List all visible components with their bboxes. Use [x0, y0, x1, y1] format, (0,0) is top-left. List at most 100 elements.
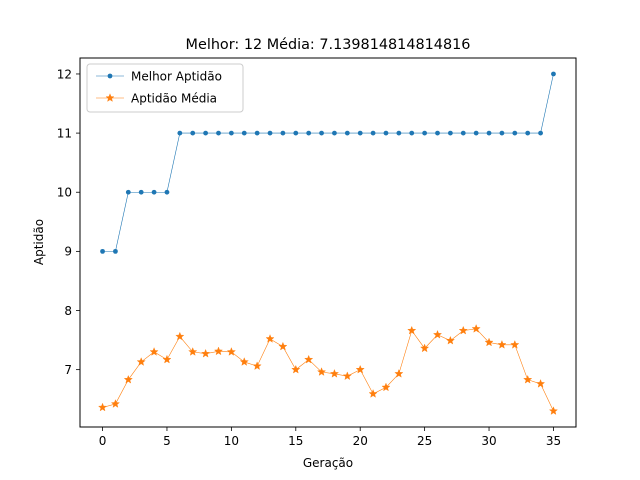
data-point [203, 130, 209, 136]
data-point [458, 325, 468, 335]
data-point [201, 348, 211, 358]
series-2 [98, 324, 558, 415]
x-tick-label: 25 [417, 434, 432, 448]
legend-label: Melhor Aptidão [131, 69, 222, 83]
data-point [409, 130, 415, 136]
data-point [396, 130, 402, 136]
data-point [138, 189, 144, 195]
legend-item: Aptidão Média [96, 91, 217, 105]
data-point [304, 354, 314, 364]
data-point [329, 369, 339, 378]
data-point [420, 343, 430, 353]
data-point [357, 130, 363, 136]
data-point [317, 367, 327, 376]
data-point [228, 130, 234, 136]
data-point [162, 354, 172, 364]
x-tick-label: 0 [99, 434, 107, 448]
data-point [499, 130, 505, 136]
data-point [342, 371, 352, 380]
data-point [319, 130, 324, 136]
data-point [177, 130, 183, 136]
data-point [175, 331, 185, 341]
data-point [497, 340, 507, 349]
y-axis-label: Aptidão [32, 219, 46, 265]
y-tick-label: 12 [57, 67, 72, 81]
data-point [241, 130, 247, 136]
x-tick-label: 30 [481, 434, 496, 448]
data-point [306, 130, 312, 136]
data-point [523, 374, 533, 384]
data-point [98, 402, 108, 412]
x-tick-label: 15 [288, 434, 303, 448]
y-tick-label: 11 [57, 126, 72, 140]
data-point [188, 347, 198, 356]
data-point [484, 337, 494, 347]
legend-swatch-marker [107, 73, 113, 79]
x-tick-label: 20 [353, 434, 368, 448]
data-point [381, 382, 391, 392]
data-point [226, 347, 236, 356]
x-axis-ticks: 0 5 10 15 20 25 30 35 [99, 427, 561, 448]
data-point [471, 324, 481, 333]
data-point [435, 130, 440, 136]
data-point [265, 334, 275, 343]
data-point [252, 361, 262, 370]
data-point [445, 335, 455, 345]
data-point [278, 341, 288, 351]
data-point [164, 189, 170, 195]
data-point [344, 130, 350, 136]
data-point [332, 130, 337, 136]
legend-label: Aptidão Média [131, 91, 217, 105]
data-point [123, 374, 133, 384]
data-point [293, 130, 299, 136]
data-point [190, 130, 196, 136]
data-point [473, 130, 479, 136]
data-point [113, 248, 118, 254]
x-tick-label: 35 [546, 434, 561, 448]
chart-title: Melhor: 12 Média: 7.139814814814816 [186, 37, 471, 53]
legend-swatch-marker [105, 93, 115, 102]
data-point [447, 130, 453, 136]
data-point [422, 130, 428, 136]
plot-area [98, 71, 558, 415]
legend-box [86, 63, 244, 113]
data-point [368, 389, 378, 398]
y-tick-label: 10 [57, 186, 72, 200]
data-point [512, 130, 518, 136]
y-tick-label: 9 [64, 245, 72, 259]
data-point [394, 369, 404, 378]
data-point [460, 130, 466, 136]
y-axis-ticks: 7 8 9 10 11 12 [57, 67, 80, 377]
data-point [538, 130, 543, 136]
data-point [291, 364, 301, 374]
series-1 [100, 71, 556, 254]
data-point [216, 130, 221, 136]
data-point [510, 340, 520, 349]
data-point [383, 130, 389, 136]
data-point [110, 399, 120, 408]
y-tick-label: 7 [64, 363, 72, 377]
data-point [100, 248, 105, 254]
data-point [267, 130, 273, 136]
data-point [136, 357, 146, 366]
data-point [407, 325, 417, 335]
data-point [536, 379, 546, 388]
x-tick-label: 5 [163, 434, 171, 448]
data-point [125, 189, 131, 195]
data-point [551, 71, 556, 77]
legend-item: Melhor Aptidão [96, 69, 222, 83]
x-axis-label: Geração [303, 456, 353, 470]
data-point [548, 406, 558, 415]
x-tick-label: 10 [224, 434, 239, 448]
y-tick-label: 8 [64, 304, 72, 318]
data-point [149, 347, 159, 356]
data-point [432, 329, 443, 339]
axes-frame [79, 57, 577, 428]
data-point [254, 130, 260, 136]
data-point [280, 130, 286, 136]
data-point [486, 130, 492, 136]
data-point [239, 357, 249, 366]
data-point [355, 364, 365, 374]
legend: Melhor Aptidão Aptidão Média [86, 63, 244, 113]
